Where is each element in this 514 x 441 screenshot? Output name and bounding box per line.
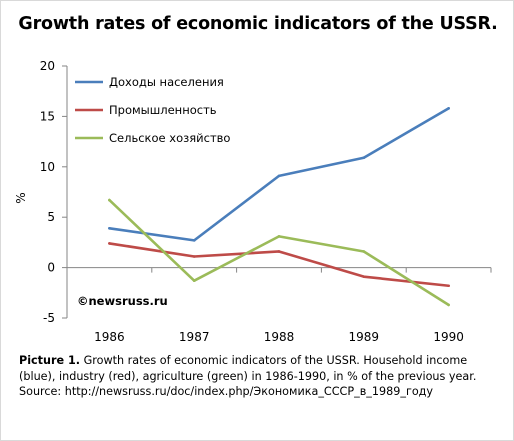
y-tick-label: 20: [40, 59, 55, 73]
x-tick-label: 1988: [264, 330, 295, 344]
x-tick-label: 1989: [349, 330, 380, 344]
data-point: [192, 239, 196, 242]
data-point: [277, 235, 281, 238]
data-point: [362, 275, 366, 278]
data-point: [447, 303, 450, 307]
data-point: [362, 156, 366, 160]
caption-source: Source: http://newsruss.ru/doc/index.php…: [19, 385, 434, 398]
data-point: [277, 174, 281, 178]
y-tick-label: 0: [47, 261, 55, 275]
legend-label: Доходы населения: [109, 75, 224, 89]
figure-caption: Picture 1. Growth rates of economic indi…: [19, 353, 503, 400]
legend-label: Промышленность: [109, 103, 217, 117]
x-tick-label: 1987: [179, 330, 210, 344]
data-point: [447, 284, 450, 288]
data-point: [192, 255, 196, 258]
line-chart: 20 15 10 5 0 -5 1986 1987 1988 1989 1990 Доходы на…: [14, 59, 492, 344]
data-point: [192, 279, 196, 283]
chart-title: Growth rates of economic indicators of t…: [18, 14, 498, 34]
caption-text: Growth rates of economic indicators of t…: [19, 354, 477, 383]
data-point: [447, 107, 450, 110]
data-point: [277, 250, 281, 253]
caption-label: Picture 1.: [19, 354, 81, 367]
chart-axes: 20 15 10 5 0 -5 1986 1987 1988 1989 1990: [40, 59, 492, 344]
y-tick-label: 10: [40, 160, 55, 174]
y-tick-label: -5: [43, 311, 55, 325]
data-point: [362, 250, 366, 253]
x-tick-label: 1986: [94, 330, 125, 344]
data-point: [108, 226, 111, 230]
x-tick-label: 1990: [433, 330, 464, 344]
y-tick-label: 15: [40, 109, 55, 123]
y-axis-label: %: [14, 192, 28, 203]
chart-lines: [108, 107, 450, 307]
data-point: [108, 198, 111, 202]
legend-label: Сельское хозяйство: [109, 131, 230, 145]
series-line: [108, 107, 450, 242]
chart-legend: Доходы населения Промышленность Сельское х…: [75, 75, 230, 145]
data-point: [108, 242, 111, 245]
watermark-label: ©newsruss.ru: [77, 294, 168, 308]
y-tick-label: 5: [47, 210, 55, 224]
